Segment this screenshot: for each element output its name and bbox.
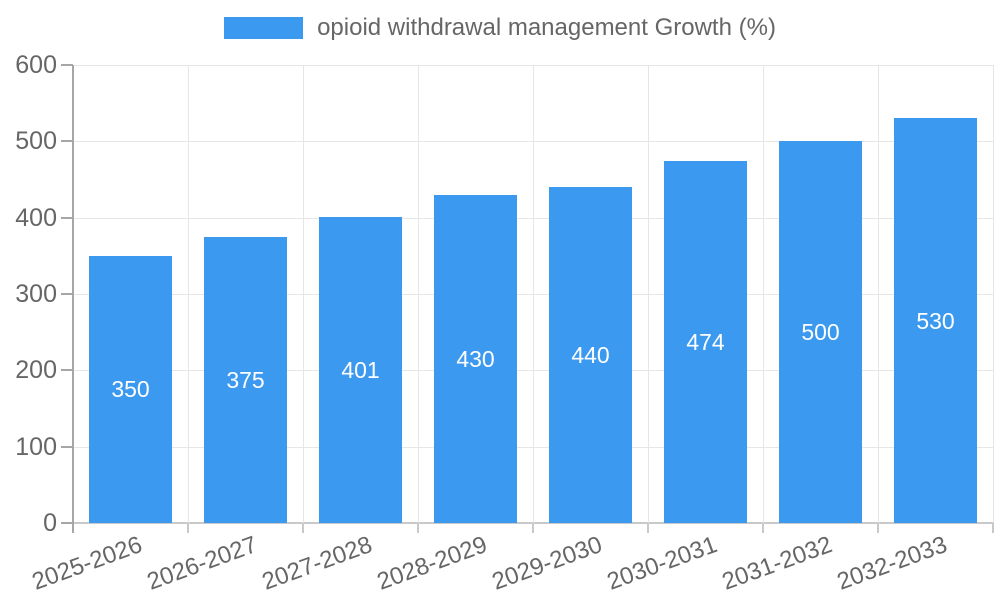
gridline-vertical — [762, 65, 764, 523]
gridline-vertical — [877, 65, 879, 523]
x-tick-mark — [417, 523, 419, 533]
y-tick-mark — [61, 140, 73, 143]
y-tick-mark — [61, 445, 73, 448]
y-axis-tick-label: 100 — [15, 432, 57, 461]
x-axis-tick-label: 2026-2027 — [143, 531, 261, 596]
gridline-vertical — [647, 65, 649, 523]
y-axis-tick-label: 500 — [15, 127, 57, 156]
x-tick-mark — [302, 523, 304, 533]
legend-item[interactable]: opioid withdrawal management Growth (%) — [0, 14, 1000, 42]
x-tick-mark — [762, 523, 764, 533]
y-tick-mark — [61, 64, 73, 66]
x-axis-tick-label: 2031-2032 — [718, 531, 836, 596]
legend-label: opioid withdrawal management Growth (%) — [317, 14, 776, 41]
y-axis-line — [72, 65, 74, 533]
y-axis-tick-label: 600 — [15, 51, 57, 79]
x-tick-mark — [532, 523, 534, 533]
y-axis-tick-label: 400 — [15, 203, 57, 232]
x-tick-mark — [647, 523, 649, 533]
gridline-vertical — [187, 65, 189, 523]
bar-2026-2027[interactable] — [204, 236, 287, 523]
y-axis-tick-label: 300 — [15, 280, 57, 308]
bar-2029-2030[interactable] — [549, 187, 632, 523]
bar-2031-2032[interactable] — [779, 141, 862, 523]
gridline-vertical — [302, 65, 304, 523]
bar-2025-2026[interactable] — [89, 255, 172, 523]
x-axis-tick-label: 2032-2033 — [833, 531, 951, 596]
x-tick-mark — [877, 523, 879, 533]
x-axis-tick-label: 2025-2026 — [28, 531, 146, 596]
gridline-vertical — [992, 65, 994, 523]
gridline-vertical — [417, 65, 419, 523]
x-axis-tick-label: 2028-2029 — [373, 531, 491, 596]
x-tick-mark — [187, 523, 189, 533]
y-tick-mark — [61, 522, 73, 524]
bar-2028-2029[interactable] — [434, 194, 517, 523]
y-axis-tick-label: 0 — [43, 509, 57, 537]
x-axis-tick-label: 2030-2031 — [603, 531, 721, 596]
x-axis-tick-label: 2027-2028 — [258, 531, 376, 596]
bar-2027-2028[interactable] — [319, 216, 402, 523]
bar-2030-2031[interactable] — [664, 161, 747, 523]
y-axis-tick-label: 200 — [15, 356, 57, 385]
gridline-vertical — [532, 65, 534, 523]
x-tick-mark — [992, 523, 994, 533]
legend-swatch-icon — [224, 17, 304, 39]
x-axis-tick-label: 2029-2030 — [488, 531, 606, 596]
y-tick-mark — [61, 369, 73, 372]
y-tick-mark — [61, 216, 73, 219]
y-tick-mark — [61, 293, 73, 295]
bar-2032-2033[interactable] — [894, 118, 977, 523]
